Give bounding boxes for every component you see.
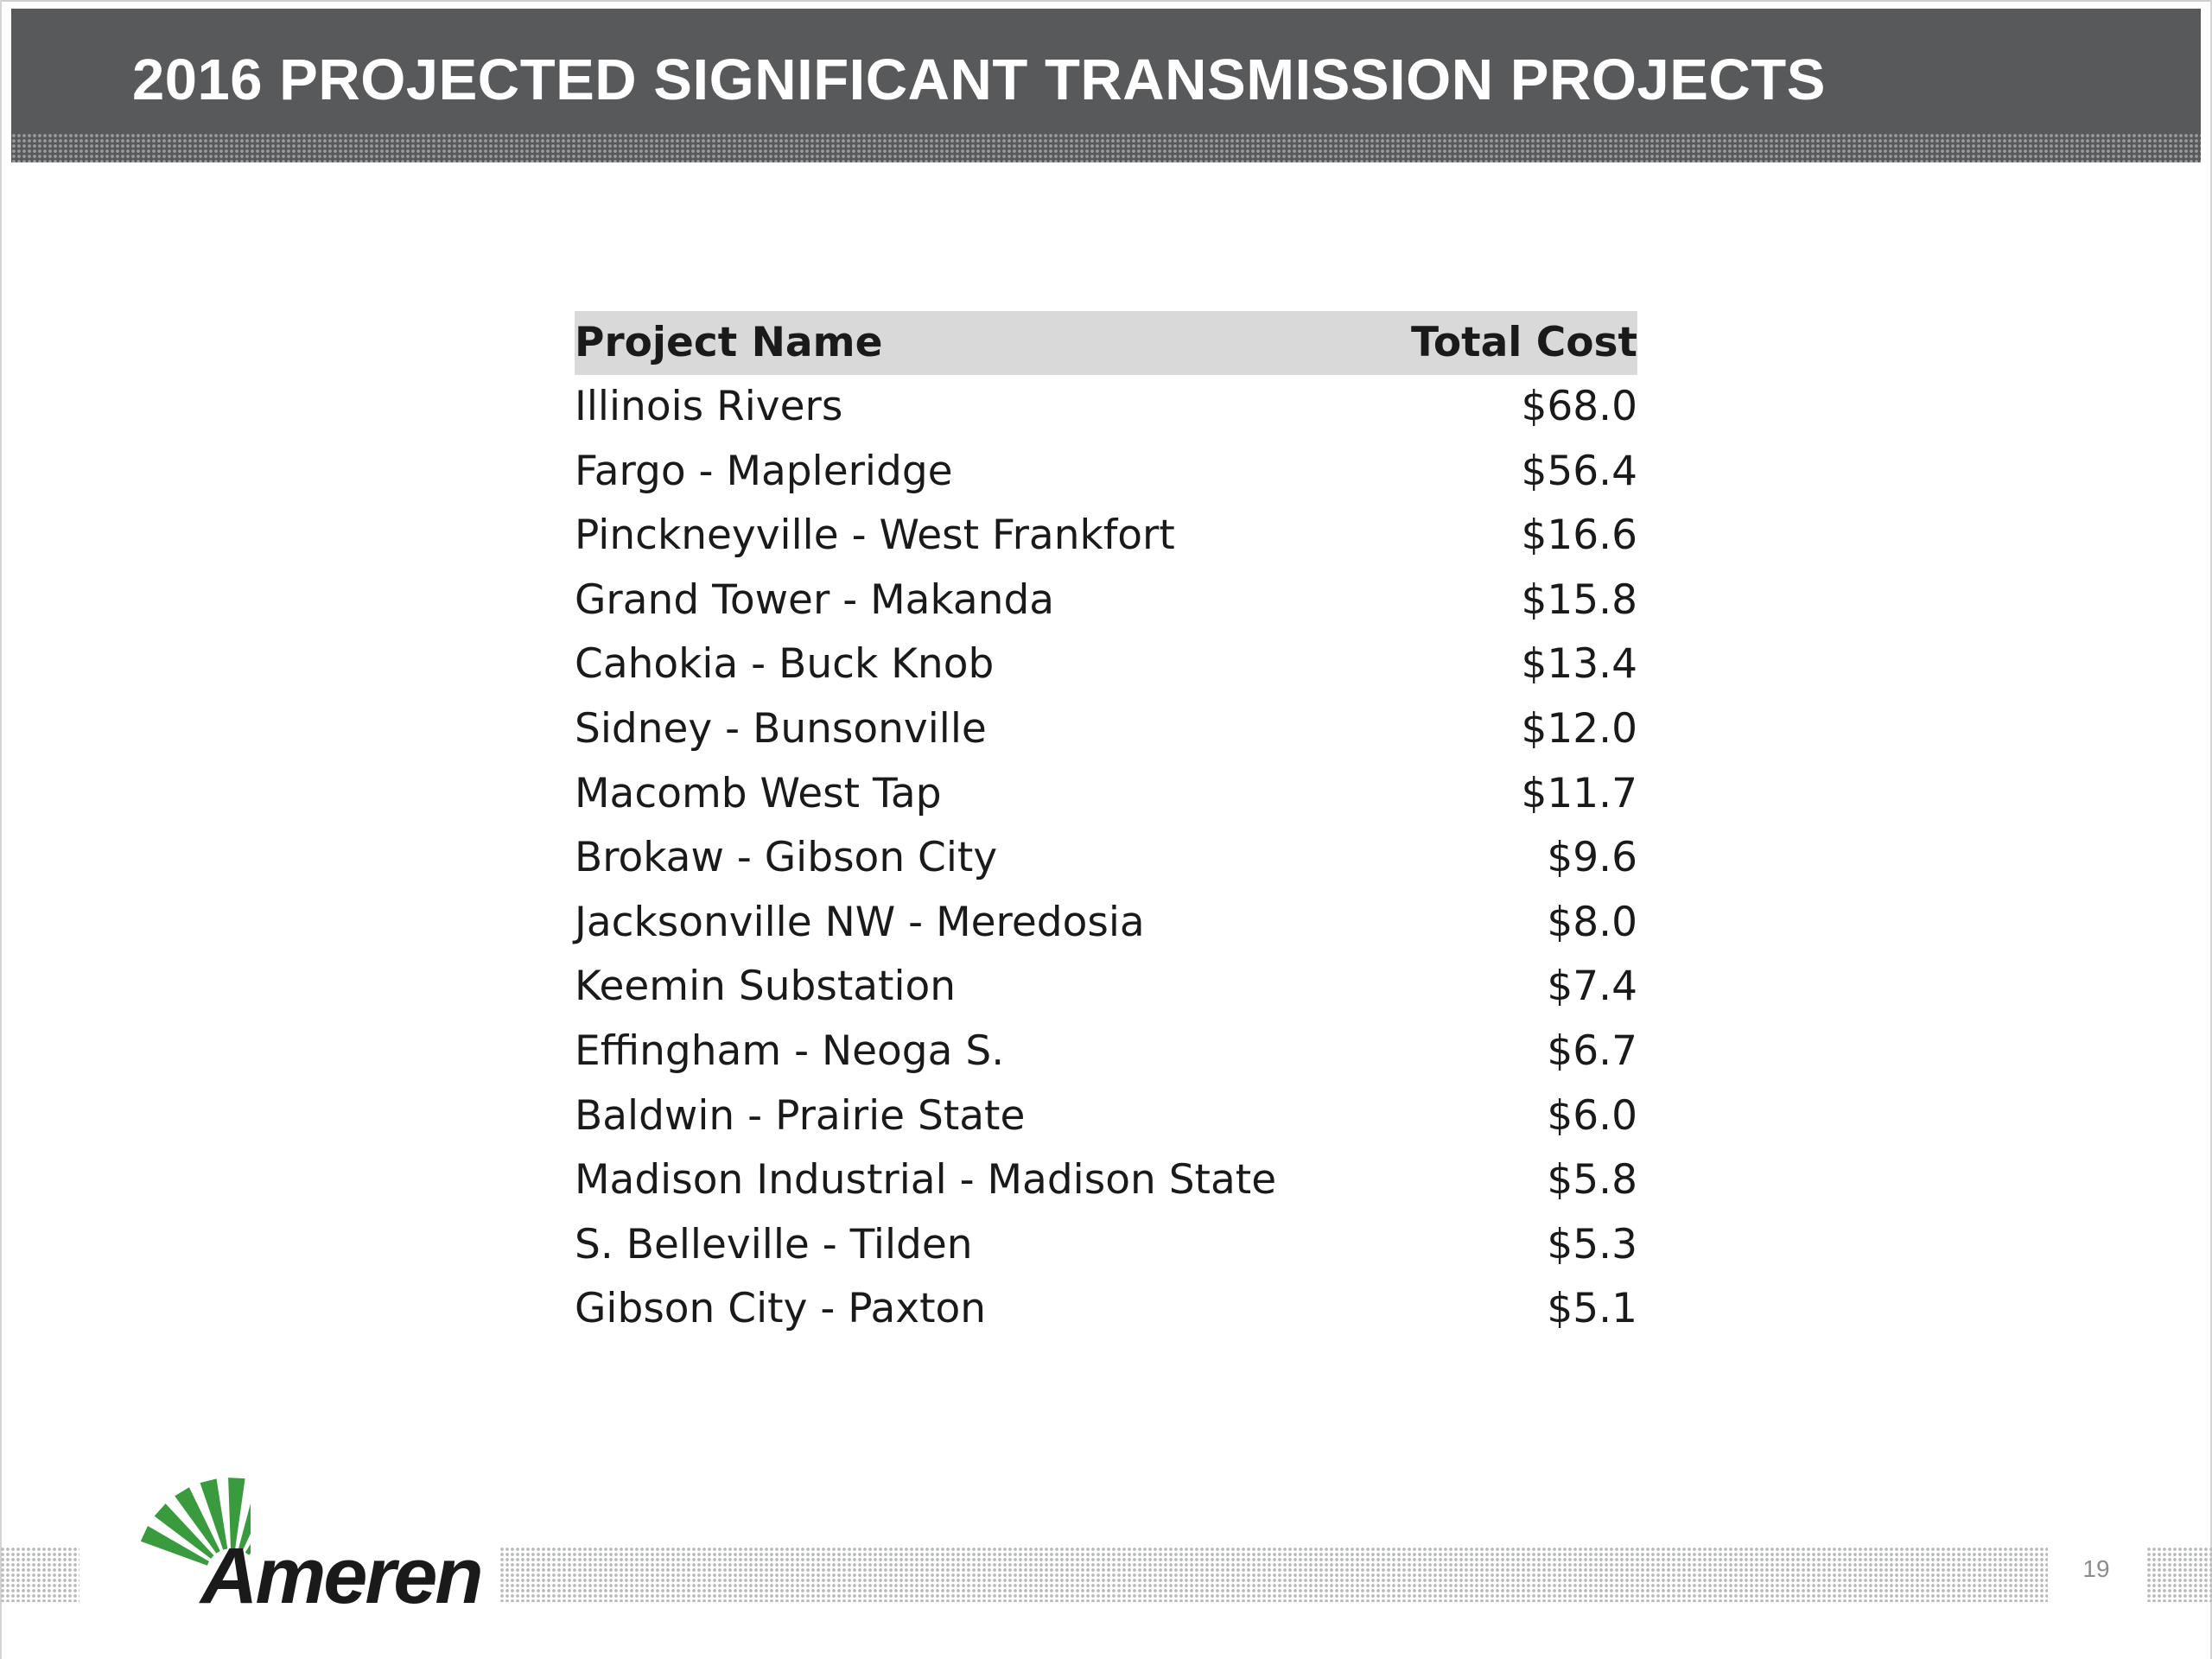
logo-wordmark: Ameren: [200, 1532, 484, 1620]
frame-border-left: [0, 0, 2, 1659]
project-name-cell: Gibson City - Paxton: [575, 1285, 987, 1333]
ameren-sunburst-icon: [140, 1478, 251, 1566]
total-cost-cell: $5.3: [1547, 1220, 1637, 1268]
total-cost-cell: $9.6: [1547, 834, 1637, 882]
table-row: Cahokia - Buck Knob $13.4: [575, 632, 1637, 697]
header-total-cost: Total Cost: [1377, 311, 1637, 375]
projects-table: Project Name Total Cost Illinois Rivers $…: [575, 311, 1637, 1342]
project-name-cell: Cahokia - Buck Knob: [575, 640, 995, 689]
total-cost-cell: $6.0: [1547, 1091, 1637, 1140]
project-name-cell: S. Belleville - Tilden: [575, 1220, 973, 1268]
project-name-cell: Brokaw - Gibson City: [575, 834, 998, 882]
project-name-cell: Sidney - Bunsonville: [575, 704, 987, 753]
sunburst-ray: [228, 1478, 245, 1549]
frame-border-top: [0, 0, 2212, 2]
sunburst-ray: [154, 1503, 214, 1559]
table-row: Illinois Rivers $68.0: [575, 375, 1637, 440]
table-row: Jacksonville NW - Meredosia $8.0: [575, 891, 1637, 956]
ameren-logo: Ameren: [130, 1478, 484, 1620]
title-bar: 2016 PROJECTED SIGNIFICANT TRANSMISSION …: [11, 9, 2201, 162]
footer-dot-pattern-left: [0, 1547, 79, 1602]
total-cost-cell: $11.7: [1521, 769, 1637, 817]
total-cost-cell: $5.1: [1547, 1285, 1637, 1333]
project-name-cell: Effingham - Neoga S.: [575, 1027, 1005, 1075]
table-body: Illinois Rivers $68.0 Fargo - Mapleridge $5…: [575, 375, 1637, 1342]
table-row: Baldwin - Prairie State $6.0: [575, 1084, 1637, 1149]
project-name-cell: Illinois Rivers: [575, 383, 843, 430]
total-cost-cell: $7.4: [1547, 963, 1637, 1011]
table-row: Pinckneyville - West Frankfort $16.6: [575, 504, 1637, 569]
slide-title: 2016 PROJECTED SIGNIFICANT TRANSMISSION …: [132, 48, 1826, 112]
page-number: 19: [2082, 1555, 2110, 1582]
frame-border-right: [2210, 0, 2212, 1659]
project-name-cell: Pinckneyville - West Frankfort: [575, 512, 1175, 560]
total-cost-cell: $12.0: [1521, 704, 1637, 753]
table-row: Sidney - Bunsonville $12.0: [575, 697, 1637, 762]
table-row: Brokaw - Gibson City $9.6: [575, 826, 1637, 891]
project-name-cell: Grand Tower - Makanda: [575, 575, 1055, 624]
table-row: S. Belleville - Tilden $5.3: [575, 1213, 1637, 1278]
project-name-cell: Keemin Substation: [575, 963, 957, 1011]
project-name-cell: Jacksonville NW - Meredosia: [575, 898, 1145, 946]
project-name-cell: Baldwin - Prairie State: [575, 1091, 1026, 1140]
sunburst-ray: [245, 1543, 251, 1555]
table-row: Grand Tower - Makanda $15.8: [575, 569, 1637, 633]
table-row: Macomb West Tap $11.7: [575, 762, 1637, 827]
sunburst-ray: [175, 1487, 220, 1554]
sunburst-ray: [200, 1478, 228, 1550]
total-cost-cell: $8.0: [1547, 898, 1637, 946]
sunburst-ray: [140, 1526, 209, 1566]
project-name-cell: Macomb West Tap: [575, 769, 942, 817]
table-row: Fargo - Mapleridge $56.4: [575, 440, 1637, 505]
title-dot-pattern: [11, 133, 2201, 162]
total-cost-cell: $16.6: [1521, 512, 1637, 560]
project-name-cell: Madison Industrial - Madison State: [575, 1156, 1277, 1205]
total-cost-cell: $68.0: [1521, 383, 1637, 430]
footer-dot-pattern-right: [2146, 1547, 2212, 1602]
table-row: Keemin Substation $7.4: [575, 955, 1637, 1020]
footer-dot-pattern-middle: [499, 1547, 2048, 1602]
total-cost-cell: $6.7: [1547, 1027, 1637, 1075]
header-project-name: Project Name: [575, 311, 1378, 375]
total-cost-cell: $5.8: [1547, 1156, 1637, 1205]
table-header-row: Project Name Total Cost: [575, 311, 1637, 375]
table-row: Madison Industrial - Madison State $5.8: [575, 1148, 1637, 1213]
table-row: Gibson City - Paxton $5.1: [575, 1277, 1637, 1342]
table-row: Effingham - Neoga S. $6.7: [575, 1020, 1637, 1084]
total-cost-cell: $56.4: [1521, 447, 1637, 495]
project-name-cell: Fargo - Mapleridge: [575, 447, 953, 495]
total-cost-cell: $15.8: [1521, 575, 1637, 624]
total-cost-cell: $13.4: [1521, 640, 1637, 689]
sunburst-ray: [238, 1503, 251, 1551]
